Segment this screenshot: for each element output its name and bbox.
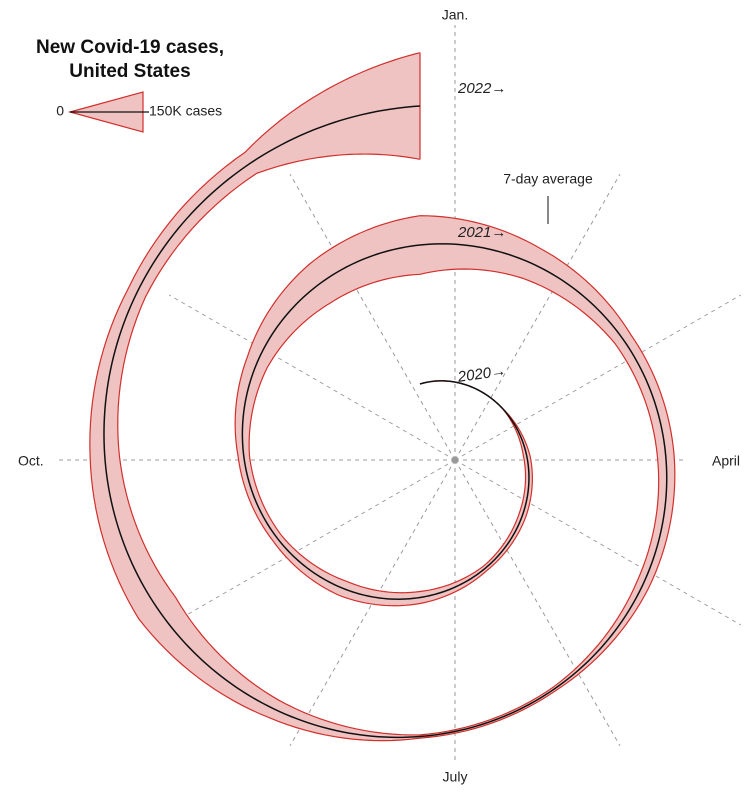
band-edge — [117, 375, 140, 532]
band-edge — [234, 406, 251, 502]
band-segment — [302, 563, 385, 606]
band-edge — [339, 153, 421, 160]
average-line — [103, 105, 668, 739]
spoke — [454, 459, 621, 747]
spoke — [454, 173, 621, 461]
band-edge — [103, 540, 199, 679]
spoke — [454, 459, 742, 626]
band-edge — [518, 429, 533, 487]
band-edge — [311, 563, 384, 593]
chart-title: New Covid-19 cases, — [36, 37, 224, 58]
band-edge — [344, 722, 492, 742]
band-segment — [97, 212, 193, 377]
band-edge — [121, 228, 193, 377]
band-edge — [602, 519, 657, 640]
band-segment — [103, 531, 221, 679]
band-segment — [235, 306, 296, 412]
year-label: 2020→ — [456, 362, 507, 386]
band-edge — [383, 582, 455, 594]
band-edge — [347, 718, 491, 736]
legend-label: 150K cases — [149, 103, 222, 119]
legend-label: 0 — [56, 103, 64, 119]
year-label: 2021→ — [457, 224, 506, 241]
band-edge — [249, 501, 304, 574]
band-edge — [360, 215, 483, 234]
spoke — [289, 459, 456, 747]
band-edge — [373, 268, 471, 284]
band-edge — [137, 531, 221, 656]
spoke — [168, 294, 456, 461]
band-edge — [482, 392, 517, 431]
band-edge — [380, 590, 457, 607]
band-edge — [294, 282, 374, 332]
band-edge — [322, 52, 421, 93]
band-edge — [260, 498, 313, 565]
band-edge — [481, 223, 592, 286]
band-edge — [270, 232, 361, 308]
month-label: Jan. — [442, 7, 468, 23]
month-label: July — [443, 769, 468, 785]
band-edge — [176, 91, 323, 214]
band-segment — [571, 284, 661, 397]
band-edge — [608, 522, 671, 646]
band-edge — [470, 268, 573, 305]
band-edge — [590, 284, 661, 392]
band-edge — [515, 430, 527, 485]
band-edge — [251, 330, 296, 412]
band-edge — [191, 154, 340, 229]
band-edge — [197, 677, 345, 739]
chart-title: United States — [69, 61, 190, 82]
band-edge — [504, 484, 526, 542]
band-edge — [302, 572, 381, 606]
band-edge — [659, 391, 676, 524]
month-label: Oct. — [18, 453, 44, 469]
band-layer — [89, 52, 676, 742]
band-edge — [235, 306, 272, 407]
band-edge — [490, 638, 604, 721]
band-edge — [642, 395, 660, 520]
band-edge — [491, 644, 610, 724]
spoke — [168, 459, 456, 626]
band-edge — [220, 655, 348, 728]
month-label: April — [712, 453, 740, 469]
band-edge — [453, 541, 506, 584]
annotation: 7-day average — [503, 171, 593, 187]
band-edge — [248, 410, 262, 499]
band-edge — [509, 485, 533, 547]
band-edge — [571, 303, 644, 397]
band-edge — [97, 212, 178, 370]
spoke — [454, 294, 742, 461]
radial-grid — [55, 25, 742, 760]
spoke — [289, 173, 456, 461]
center-dot — [451, 456, 459, 464]
band-segment — [490, 638, 610, 724]
year-label: 2022→ — [457, 80, 506, 97]
band-edge — [455, 545, 511, 592]
band-edge — [89, 369, 105, 541]
